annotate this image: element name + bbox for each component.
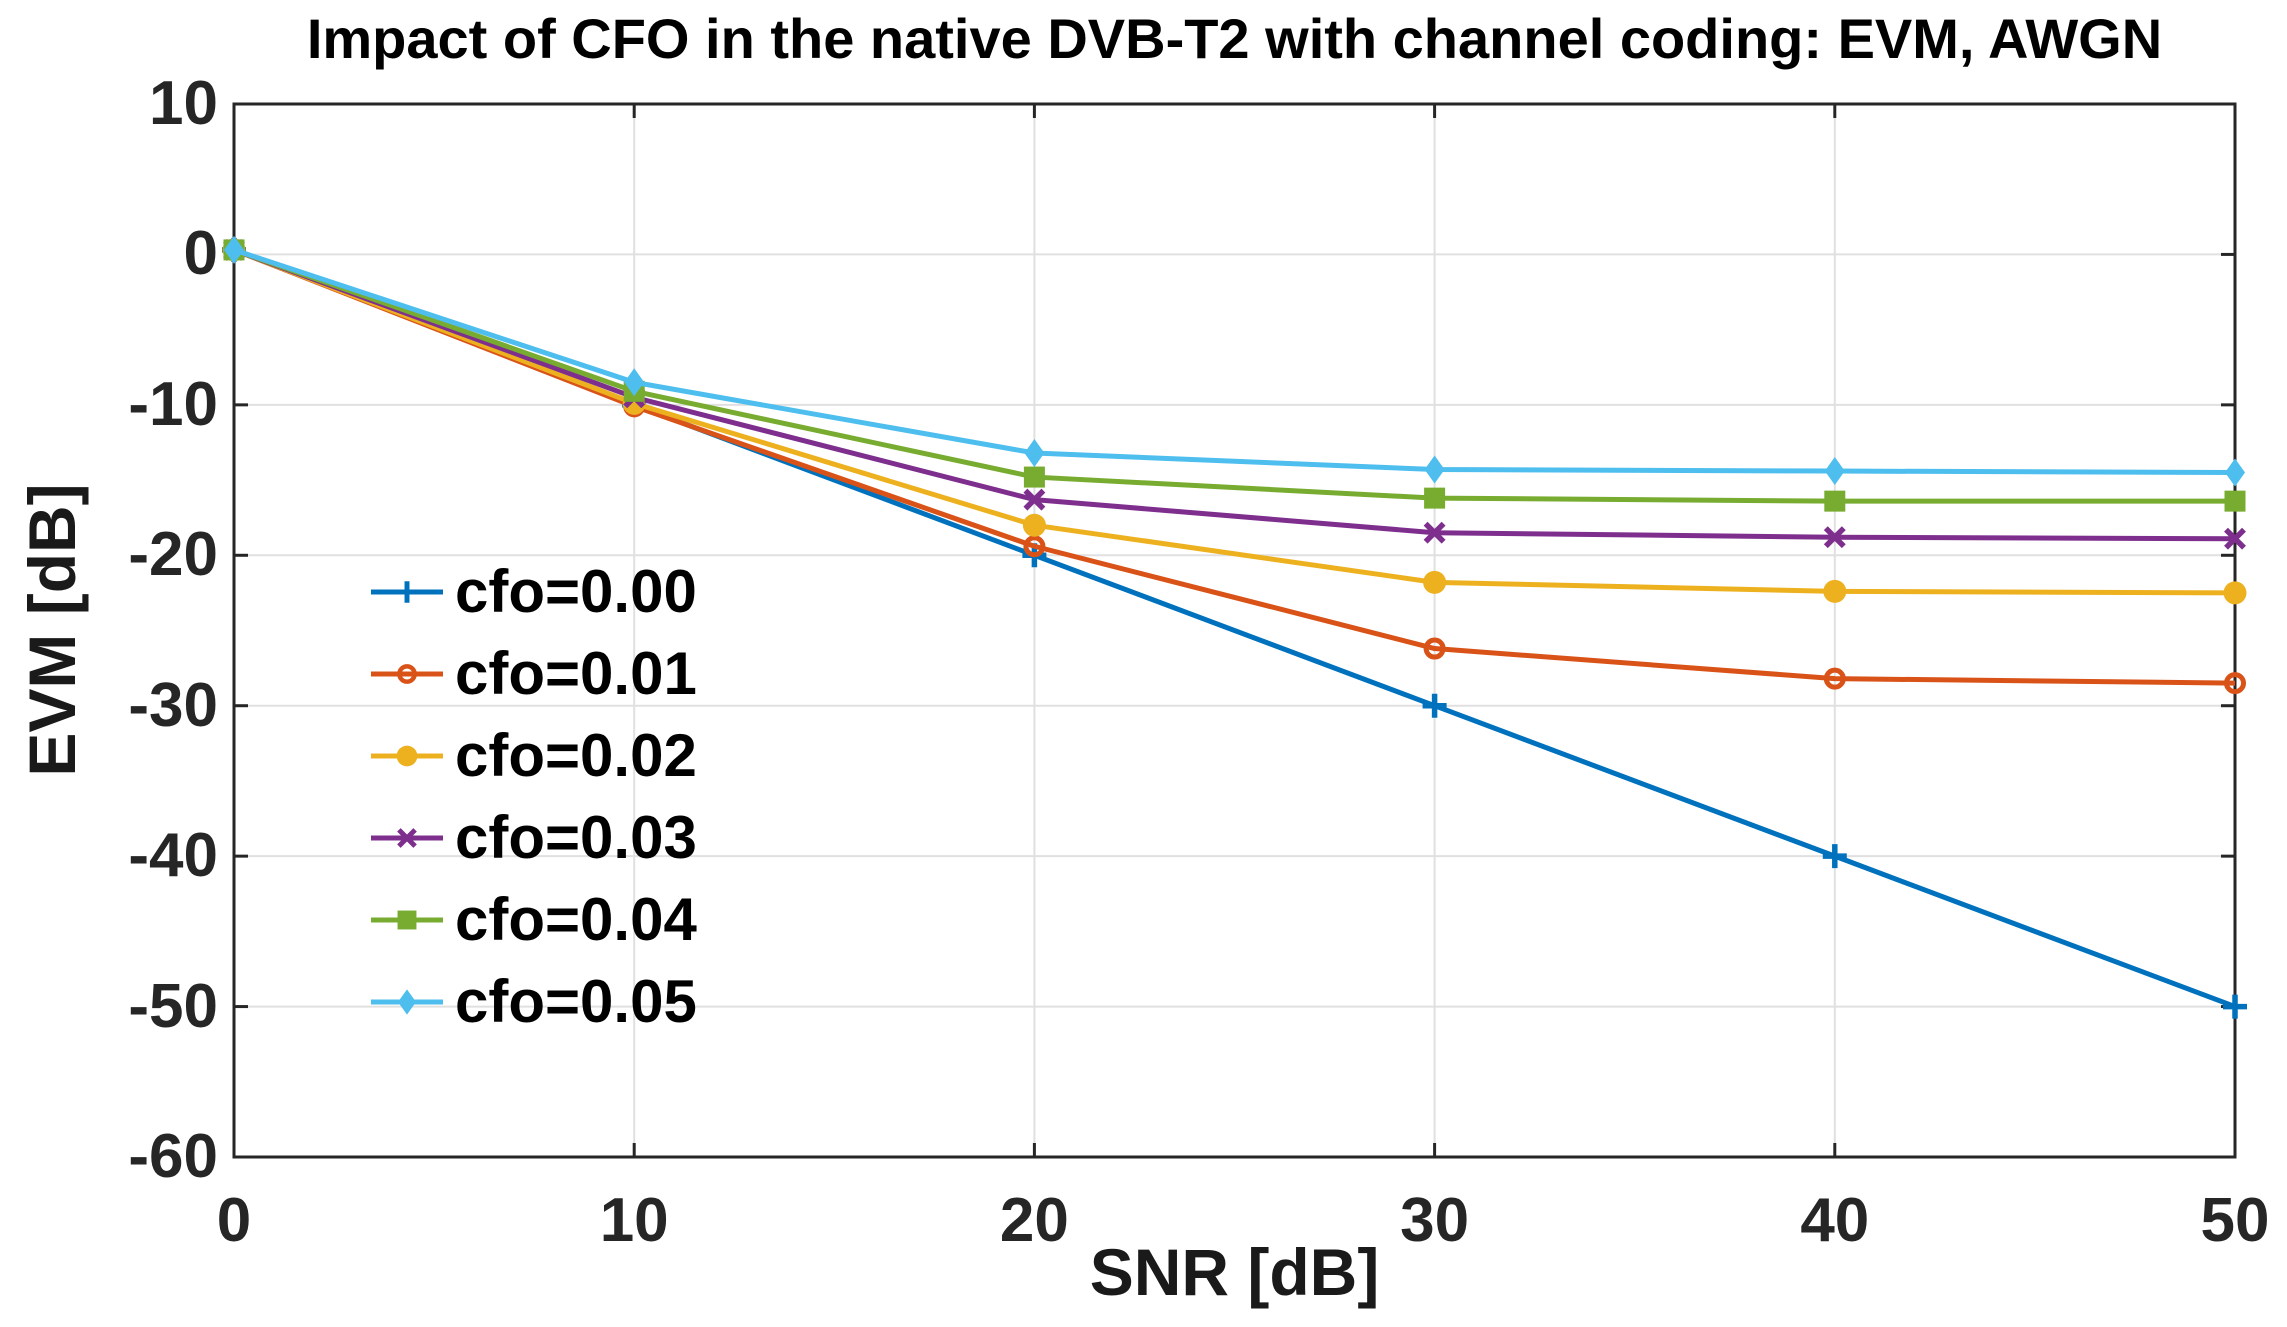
y-tick-label: -60 xyxy=(128,1122,218,1191)
legend-label: cfo=0.02 xyxy=(455,722,697,789)
x-tick-label: 0 xyxy=(216,1186,252,1255)
legend-marker-icon xyxy=(371,581,443,603)
legend-label: cfo=0.03 xyxy=(455,804,697,871)
y-tick-label: -50 xyxy=(128,971,218,1041)
legend-marker-icon xyxy=(371,828,443,848)
legend-entry-cfo=0.01: cfo=0.01 xyxy=(371,633,697,715)
x-tick-label: 20 xyxy=(999,1186,1069,1255)
series-cfo=0.02 xyxy=(222,238,2247,605)
legend-label: cfo=0.05 xyxy=(455,968,697,1035)
legend-entry-cfo=0.05: cfo=0.05 xyxy=(371,961,697,1043)
y-tick-label: 0 xyxy=(183,219,218,289)
legend-label: cfo=0.00 xyxy=(455,558,697,625)
x-tick-label: 10 xyxy=(599,1186,669,1255)
y-tick-label: -10 xyxy=(128,369,218,439)
legend-marker-icon xyxy=(371,910,443,930)
legend-entry-cfo=0.02: cfo=0.02 xyxy=(371,715,697,797)
chart-title: Impact of CFO in the native DVB-T2 with … xyxy=(306,7,2163,70)
y-tick-label: 10 xyxy=(149,69,218,138)
legend-entry-cfo=0.04: cfo=0.04 xyxy=(371,879,697,961)
y-tick-label: -40 xyxy=(128,821,218,891)
x-axis-label: SNR [dB] xyxy=(1089,1235,1380,1309)
legend-label: cfo=0.01 xyxy=(455,640,697,707)
y-tick-label: -30 xyxy=(128,670,218,740)
legend-entry-cfo=0.00: cfo=0.00 xyxy=(371,551,697,633)
legend-entry-cfo=0.03: cfo=0.03 xyxy=(371,797,697,879)
x-tick-label: 40 xyxy=(1800,1186,1870,1255)
axis-box xyxy=(232,102,2237,1159)
x-tick-label: 30 xyxy=(1400,1186,1470,1255)
legend: cfo=0.00 cfo=0.01 cfo=0.02 cfo=0.03 cfo=0.04… xyxy=(371,551,697,1043)
legend-marker-icon xyxy=(371,989,443,1015)
y-tick-label: -20 xyxy=(128,520,218,590)
x-tick-label: 50 xyxy=(2200,1186,2270,1255)
legend-label: cfo=0.04 xyxy=(455,886,697,953)
series-cfo=0.05 xyxy=(224,235,2245,487)
legend-marker-icon xyxy=(371,664,443,684)
legend-marker-icon xyxy=(371,745,443,767)
